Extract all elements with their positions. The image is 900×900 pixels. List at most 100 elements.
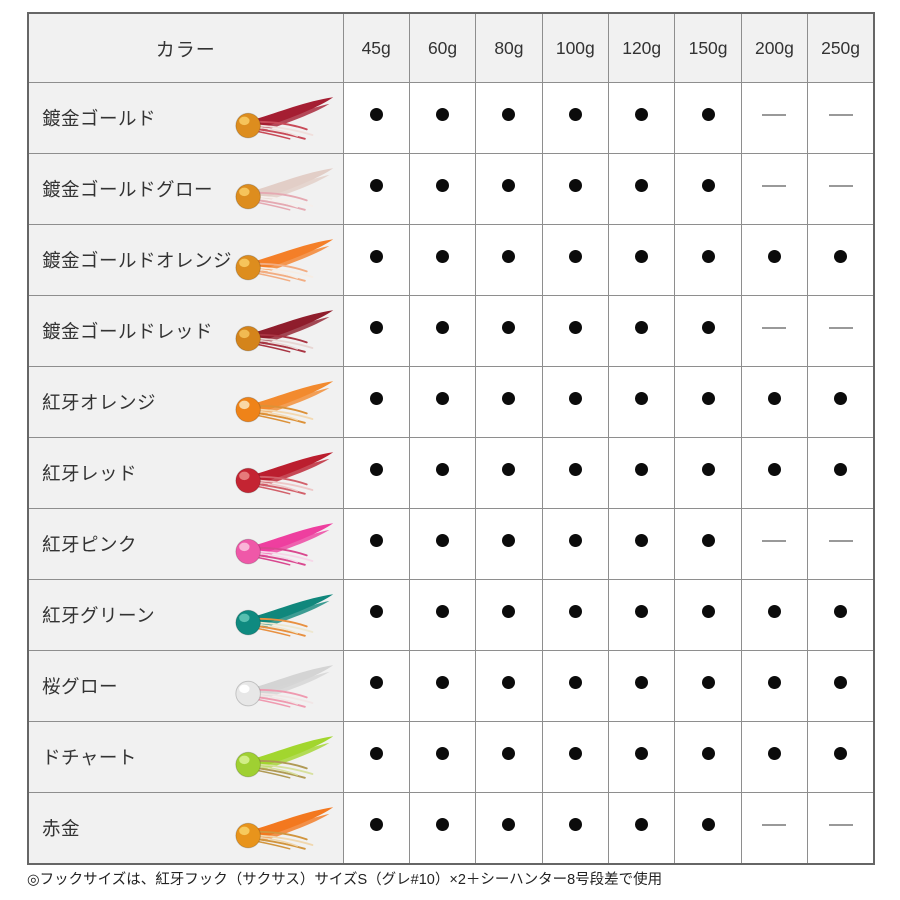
lure-head-highlight (238, 613, 250, 623)
lure-tail-secondary (257, 103, 329, 132)
availability-cell-unavailable (740, 153, 809, 225)
unavailable-dash-icon (828, 113, 853, 116)
lure-skirt-strand (256, 120, 308, 131)
availability-cell-available (807, 366, 875, 438)
lure-head (234, 538, 261, 565)
available-dot-icon (635, 818, 649, 832)
availability-cell-available (674, 721, 742, 793)
lure-skirt-strand (257, 621, 313, 633)
lure-skirt-strand (255, 698, 290, 708)
available-dot-icon (568, 179, 582, 193)
lure-image (234, 807, 333, 850)
unavailable-dash-icon (828, 539, 853, 542)
lure-head-highlight (238, 542, 250, 552)
unavailable-dash-icon (762, 326, 787, 329)
available-dot-icon (436, 392, 450, 406)
availability-cell-available (342, 153, 410, 225)
availability-cell-available (607, 437, 676, 509)
availability-cell-available (541, 508, 610, 580)
available-dot-icon (502, 747, 516, 761)
availability-cell-available (740, 579, 809, 651)
color-name: 鍍金ゴールドオレンジ (42, 250, 233, 271)
available-dot-icon (701, 179, 715, 193)
lure-head (234, 396, 261, 423)
lure-tail-secondary (257, 529, 329, 558)
lure-skirt-strand (257, 696, 306, 708)
lure-skirt-strand (256, 830, 308, 841)
lure-tail-secondary (257, 671, 329, 700)
lure-skirt-strand (255, 343, 290, 353)
available-dot-icon (369, 179, 383, 193)
lure-image (234, 452, 333, 495)
lure-skirt-strand (257, 483, 306, 495)
available-dot-icon (767, 463, 781, 477)
availability-cell-available (541, 224, 610, 296)
lure-skirt-strand (257, 270, 306, 282)
availability-cell-available (607, 366, 676, 438)
available-dot-icon (701, 250, 715, 264)
lure-tail-secondary (257, 813, 329, 842)
column-header-weight: 60g (408, 12, 477, 83)
available-dot-icon (568, 463, 582, 477)
lure-skirt-strand (256, 197, 298, 208)
header-row: カラー 45g 60g 80g 100g 120g 150g 200g 250g (27, 12, 875, 83)
hook-size-footnote: ◎フックサイズは、紅牙フック（サクサス）サイズS（グレ#10）×2＋シーハンター… (27, 872, 663, 888)
availability-cell-unavailable (740, 82, 809, 154)
availability-cell-available (674, 366, 742, 438)
availability-cell-available (408, 579, 477, 651)
available-dot-icon (635, 534, 649, 548)
lure-image (234, 168, 333, 211)
table-row: 鍍金ゴールド (27, 82, 875, 154)
availability-cell-available (607, 153, 676, 225)
lure-skirt-strand (256, 339, 298, 350)
availability-cell-available (541, 437, 610, 509)
availability-cell-available (740, 437, 809, 509)
available-dot-icon (369, 108, 383, 122)
available-dot-icon (369, 605, 383, 619)
available-dot-icon (502, 463, 516, 477)
color-label-cell: 紅牙レッド (27, 437, 344, 509)
lure-head (234, 680, 261, 707)
availability-cell-available (541, 295, 610, 367)
available-dot-icon (834, 463, 848, 477)
availability-cell-available (475, 508, 543, 580)
lure-skirt-strand (256, 126, 298, 137)
lure-skirt-strand (257, 128, 306, 140)
lure-skirt-strand (255, 840, 290, 850)
available-dot-icon (767, 250, 781, 264)
lure-skirt-strand (257, 412, 306, 424)
availability-cell-available (475, 721, 543, 793)
lure-skirt-strand (256, 191, 308, 202)
lure-skirt-strand (257, 554, 306, 566)
availability-cell-available (674, 437, 742, 509)
column-header-weight: 250g (807, 12, 875, 83)
unavailable-dash-icon (762, 539, 787, 542)
availability-cell-available (408, 295, 477, 367)
lure-skirt-strand (255, 201, 290, 211)
lure-image (234, 665, 333, 708)
availability-cell-available (475, 153, 543, 225)
lure-skirt-strand (256, 262, 308, 273)
lure-skirt-strand (257, 408, 313, 420)
available-dot-icon (568, 605, 582, 619)
lure-head (234, 325, 261, 352)
available-dot-icon (635, 463, 649, 477)
color-label-cell: 赤金 (27, 792, 344, 865)
lure-skirt-strand (256, 759, 308, 770)
lure-tail-secondary (257, 245, 329, 274)
availability-cell-unavailable (740, 295, 809, 367)
color-name: 紅牙ピンク (42, 534, 138, 555)
available-dot-icon (834, 747, 848, 761)
available-dot-icon (701, 108, 715, 122)
color-name: ドチャート (42, 747, 137, 768)
availability-cell-available (607, 82, 676, 154)
lure-skirt-strand (257, 199, 306, 211)
color-name: 鍍金ゴールドグロー (42, 179, 214, 200)
available-dot-icon (436, 676, 450, 690)
available-dot-icon (436, 179, 450, 193)
available-dot-icon (369, 392, 383, 406)
color-name: 紅牙オレンジ (42, 392, 157, 413)
color-name: 紅牙グリーン (42, 605, 156, 626)
available-dot-icon (701, 392, 715, 406)
lure-image (234, 594, 333, 637)
